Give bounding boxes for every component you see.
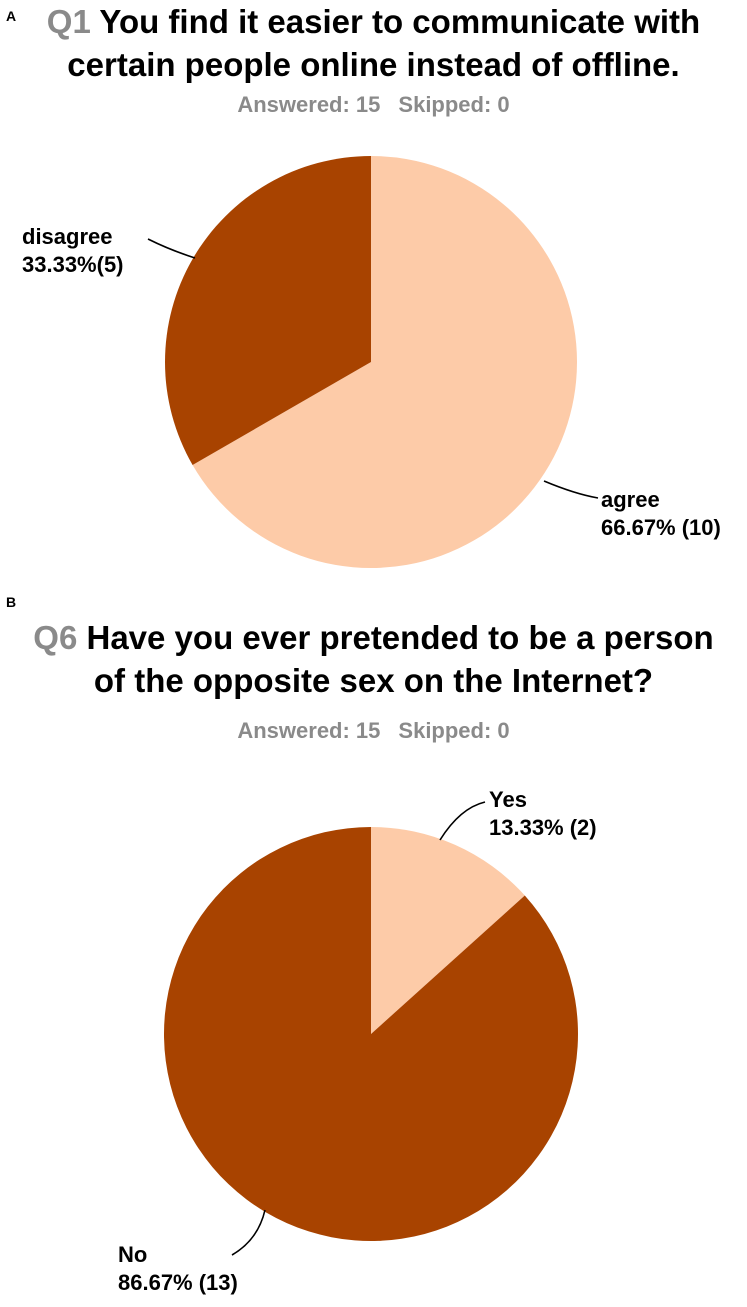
pie-slice-yes <box>371 827 525 1034</box>
pie-chart <box>163 801 578 1256</box>
question-number: Q1 <box>46 3 91 40</box>
response-stats: Answered: 15 Skipped: 0 <box>0 92 747 118</box>
panel-letter: A <box>6 8 17 24</box>
slice-name: No <box>118 1242 148 1267</box>
slice-name: Yes <box>489 787 527 812</box>
question-title: Q6 Have you ever pretended to be a perso… <box>0 616 747 702</box>
chart-panel-a: A Q1 You find it easier to communicate w… <box>0 0 747 590</box>
slice-label-disagree: disagree 33.33%(5) <box>22 223 124 279</box>
question-number: Q6 <box>33 619 78 656</box>
slice-name: agree <box>601 487 660 512</box>
question-text-1: You find it easier to communicate with <box>99 3 701 40</box>
slice-name: disagree <box>22 224 113 249</box>
question-title-line-1: Q6 Have you ever pretended to be a perso… <box>0 616 747 659</box>
skipped-count: Skipped: 0 <box>398 718 510 743</box>
leader-line-yes <box>439 801 486 841</box>
pie-slice-no <box>163 827 578 1241</box>
slice-label-agree: agree 66.67% (10) <box>601 486 721 542</box>
leader-line-agree <box>543 480 599 499</box>
answered-count: Answered: 15 <box>237 92 381 117</box>
slice-value: 86.67% (13) <box>118 1270 238 1295</box>
panel-letter: B <box>6 594 17 610</box>
pie-chart <box>147 155 599 568</box>
chart-panel-b: B Q6 Have you ever pretended to be a per… <box>0 590 747 1307</box>
question-text-1: Have you ever pretended to be a person <box>86 619 714 656</box>
slice-value: 33.33%(5) <box>22 252 124 277</box>
slice-label-no: No 86.67% (13) <box>118 1241 238 1297</box>
pie-slice-agree <box>192 155 578 568</box>
skipped-count: Skipped: 0 <box>398 92 510 117</box>
question-title-line-1: Q1 You find it easier to communicate wit… <box>0 0 747 43</box>
response-stats: Answered: 15 Skipped: 0 <box>0 718 747 744</box>
leader-line-disagree <box>147 238 196 259</box>
question-title: Q1 You find it easier to communicate wit… <box>0 0 747 86</box>
leader-line-no <box>231 1209 266 1256</box>
question-text-2: certain people online instead of offline… <box>67 46 680 83</box>
pie-slice-disagree <box>165 156 371 465</box>
slice-value: 66.67% (10) <box>601 515 721 540</box>
slice-value: 13.33% (2) <box>489 815 597 840</box>
slice-label-yes: Yes 13.33% (2) <box>489 786 597 842</box>
answered-count: Answered: 15 <box>237 718 381 743</box>
question-text-2: of the opposite sex on the Internet? <box>93 662 654 699</box>
